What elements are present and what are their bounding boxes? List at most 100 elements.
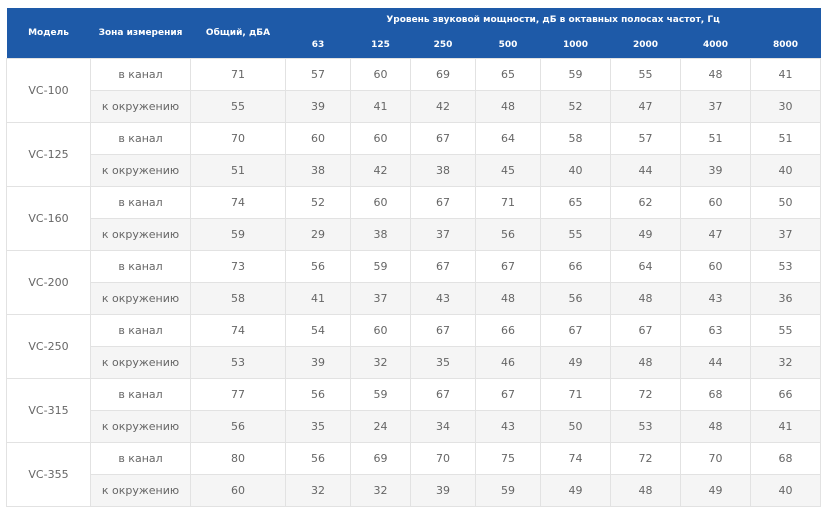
- value-cell: 69: [350, 442, 411, 475]
- value-cell: 56: [540, 282, 611, 315]
- table-row: к окружению 59 29 38 37 56 55 49 47 37: [7, 218, 822, 251]
- total-cell: 77: [190, 378, 286, 411]
- band-header: 8000: [750, 33, 821, 59]
- value-cell: 56: [285, 378, 351, 411]
- value-cell: 59: [475, 474, 541, 507]
- value-cell: 48: [610, 346, 681, 379]
- sound-table: Модель Зона измерения Общий, дБА Уровень…: [6, 8, 822, 507]
- value-cell: 75: [475, 442, 541, 475]
- value-cell: 67: [410, 250, 476, 283]
- value-cell: 49: [680, 474, 751, 507]
- value-cell: 49: [540, 474, 611, 507]
- value-cell: 32: [285, 474, 351, 507]
- value-cell: 40: [749, 154, 822, 187]
- value-cell: 65: [540, 186, 611, 219]
- header-cell: Зона измерения: [90, 8, 191, 59]
- value-cell: 60: [350, 122, 411, 155]
- model-cell: VC-315: [6, 378, 91, 443]
- value-cell: 53: [749, 250, 822, 283]
- value-cell: 39: [285, 90, 351, 123]
- model-cell: VC-250: [6, 314, 91, 379]
- value-cell: 59: [540, 58, 611, 91]
- value-cell: 72: [610, 442, 681, 475]
- value-cell: 56: [285, 250, 351, 283]
- value-cell: 67: [410, 186, 476, 219]
- value-cell: 60: [350, 186, 411, 219]
- value-cell: 41: [350, 90, 411, 123]
- value-cell: 62: [610, 186, 681, 219]
- total-cell: 74: [190, 314, 286, 347]
- value-cell: 70: [410, 442, 476, 475]
- zone-cell: в канал: [90, 314, 191, 347]
- total-cell: 60: [190, 474, 286, 507]
- table-row: к окружению 58 41 37 43 48 56 48 43 36: [7, 282, 822, 315]
- table-row: к окружению 51 38 42 38 45 40 44 39 40: [7, 154, 822, 187]
- value-cell: 58: [540, 122, 611, 155]
- table-row: к окружению 56 35 24 34 43 50 53 48 41: [7, 410, 822, 443]
- zone-cell: в канал: [90, 122, 191, 155]
- value-cell: 48: [680, 58, 751, 91]
- value-cell: 51: [680, 122, 751, 155]
- value-cell: 56: [285, 442, 351, 475]
- value-cell: 52: [285, 186, 351, 219]
- value-cell: 59: [350, 378, 411, 411]
- value-cell: 48: [680, 410, 751, 443]
- value-cell: 38: [410, 154, 476, 187]
- table-row: к окружению 53 39 32 35 46 49 48 44 32: [7, 346, 822, 379]
- value-cell: 47: [610, 90, 681, 123]
- header-cell: Уровень звуковой мощности, дБ в октавных…: [285, 8, 821, 33]
- value-cell: 68: [680, 378, 751, 411]
- value-cell: 60: [680, 250, 751, 283]
- value-cell: 67: [475, 250, 541, 283]
- value-cell: 55: [540, 218, 611, 251]
- value-cell: 40: [749, 474, 822, 507]
- total-cell: 55: [190, 90, 286, 123]
- value-cell: 54: [285, 314, 351, 347]
- zone-cell: в канал: [90, 186, 191, 219]
- value-cell: 64: [475, 122, 541, 155]
- band-header: 500: [475, 33, 541, 59]
- value-cell: 69: [410, 58, 476, 91]
- value-cell: 48: [475, 282, 541, 315]
- band-header: 1000: [540, 33, 611, 59]
- value-cell: 32: [350, 474, 411, 507]
- value-cell: 55: [610, 58, 681, 91]
- model-cell: VC-160: [6, 186, 91, 251]
- zone-cell: к окружению: [90, 282, 191, 315]
- value-cell: 49: [610, 218, 681, 251]
- band-header: 4000: [680, 33, 751, 59]
- value-cell: 67: [410, 378, 476, 411]
- value-cell: 71: [540, 378, 611, 411]
- value-cell: 34: [410, 410, 476, 443]
- value-cell: 32: [749, 346, 822, 379]
- value-cell: 39: [410, 474, 476, 507]
- value-cell: 60: [285, 122, 351, 155]
- value-cell: 41: [285, 282, 351, 315]
- value-cell: 57: [285, 58, 351, 91]
- table-row: VC-200 в канал 73 56 59 67 67 66 64 60 53: [6, 250, 822, 315]
- value-cell: 50: [540, 410, 611, 443]
- value-cell: 66: [749, 378, 822, 411]
- table-row: VC-125 в канал 70 60 60 67 64 58 57 51 51: [6, 122, 822, 187]
- zone-cell: в канал: [90, 442, 191, 475]
- zone-cell: в канал: [90, 250, 191, 283]
- value-cell: 43: [410, 282, 476, 315]
- table-row: VC-100 в канал 71 57 60 69 65 59 55 48 41: [6, 58, 822, 123]
- value-cell: 38: [285, 154, 351, 187]
- table-row: к окружению 55 39 41 42 48 52 47 37 30: [7, 90, 822, 123]
- table-row: VC-160 в канал 74 52 60 67 71 65 62 60 50: [6, 186, 822, 251]
- value-cell: 70: [680, 442, 751, 475]
- value-cell: 48: [610, 282, 681, 315]
- zone-cell: в канал: [90, 378, 191, 411]
- zone-cell: к окружению: [90, 410, 191, 443]
- value-cell: 41: [749, 58, 822, 91]
- zone-cell: в канал: [90, 58, 191, 91]
- model-cell: VC-200: [6, 250, 91, 315]
- value-cell: 72: [610, 378, 681, 411]
- table-body: VC-100 в канал 71 57 60 69 65 59 55 48 41 к окружен…: [6, 58, 822, 507]
- zone-cell: к окружению: [90, 218, 191, 251]
- value-cell: 24: [350, 410, 411, 443]
- table-row: VC-250 в канал 74 54 60 67 66 67 67 63 55: [6, 314, 822, 379]
- total-cell: 70: [190, 122, 286, 155]
